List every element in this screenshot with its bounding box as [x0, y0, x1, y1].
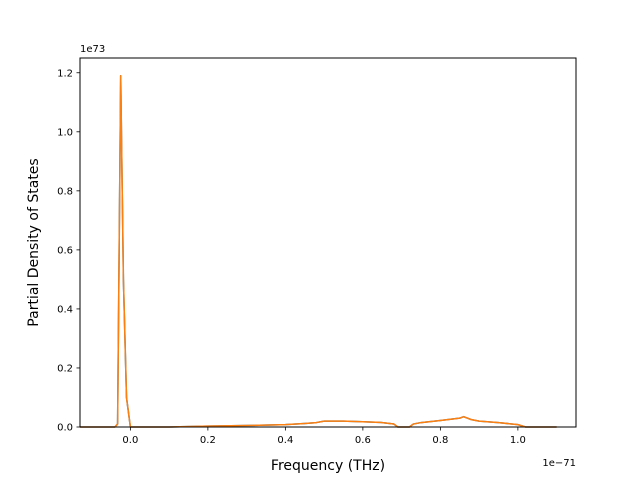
- y-axis-ticks: 0.0 0.2 0.4 0.6 0.8 1.0 1.2: [57, 68, 80, 434]
- y-tick-label: 0.0: [57, 423, 73, 434]
- series-line-2: [80, 74, 557, 428]
- series-layer: [80, 74, 557, 428]
- x-axis-label: Frequency (THz): [271, 458, 385, 474]
- y-tick-label: 1.2: [57, 68, 73, 79]
- y-tick-label: 0.4: [57, 304, 73, 315]
- y-offset-label: 1e73: [80, 44, 105, 55]
- x-tick-label: 0.8: [432, 435, 448, 446]
- y-axis-label: Partial Density of States: [26, 158, 42, 326]
- x-tick-label: 0.2: [200, 435, 216, 446]
- y-tick-label: 0.6: [57, 245, 73, 256]
- y-tick-label: 0.8: [57, 186, 73, 197]
- x-offset-label: 1e−71: [542, 458, 576, 469]
- x-tick-label: 0.0: [122, 435, 138, 446]
- x-tick-label: 0.4: [277, 435, 293, 446]
- plot-frame: [79, 57, 577, 428]
- x-tick-label: 1.0: [510, 435, 526, 446]
- x-axis-ticks: 0.0 0.2 0.4 0.6 0.8 1.0: [122, 427, 526, 446]
- x-tick-label: 0.6: [355, 435, 371, 446]
- y-tick-label: 0.2: [57, 363, 73, 374]
- y-tick-label: 1.0: [57, 127, 73, 138]
